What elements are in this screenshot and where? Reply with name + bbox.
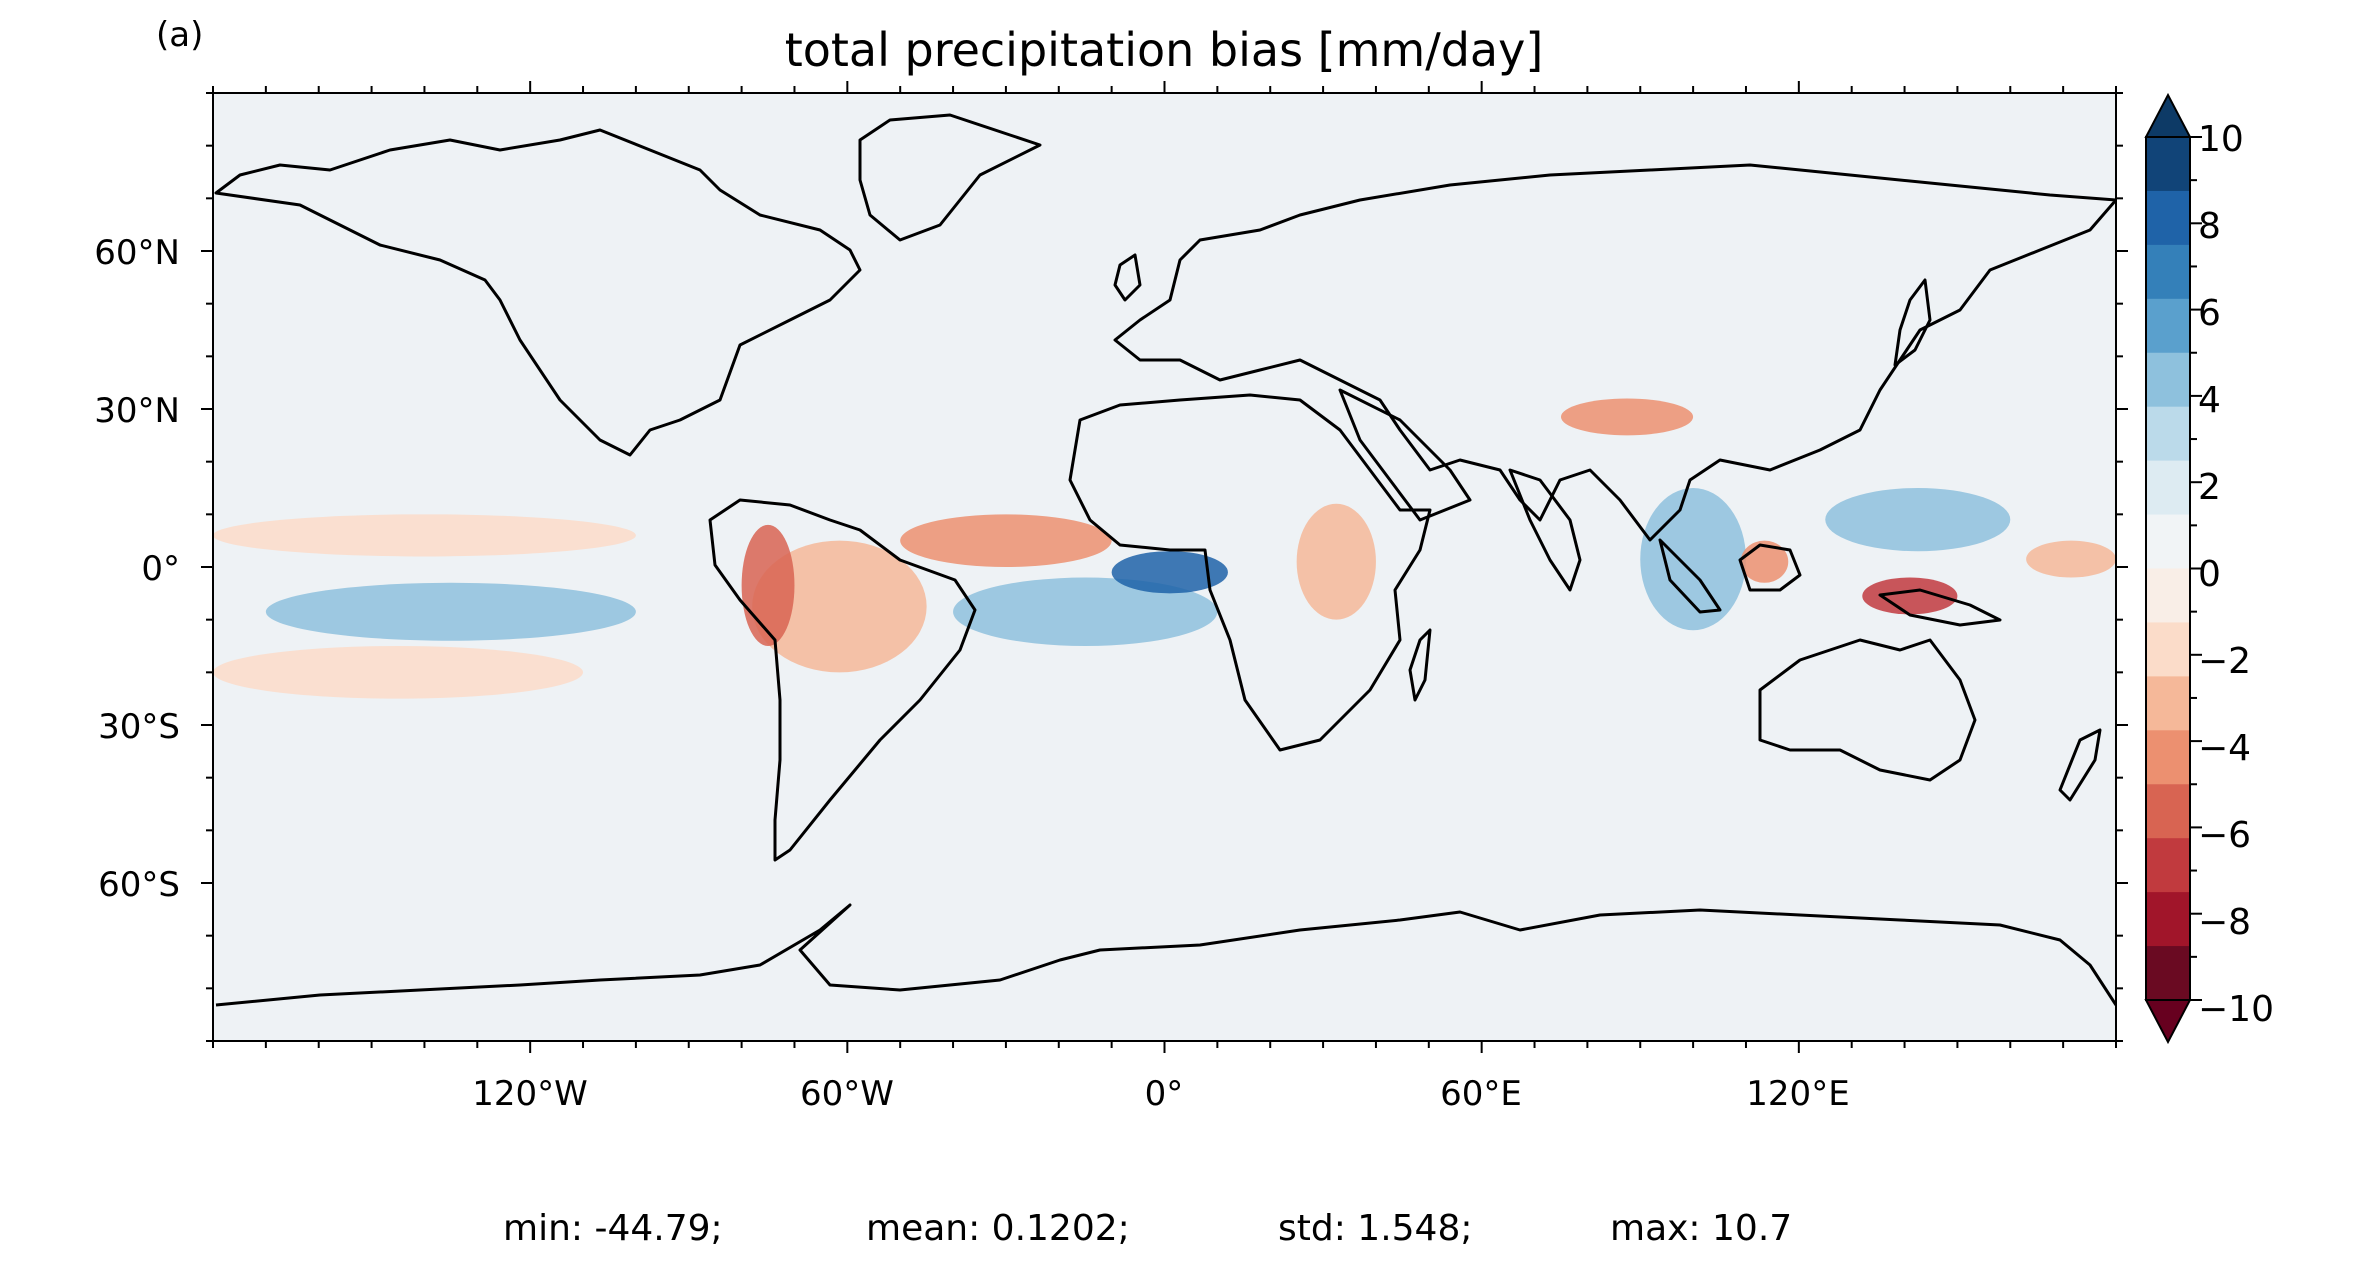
y-tick-label: 30°N bbox=[94, 391, 180, 431]
x-tick-labels: 120°W 60°W 0° 60°E 120°E bbox=[472, 1074, 1849, 1114]
stat-mean: mean: 0.1202; bbox=[866, 1208, 1130, 1249]
coastline-south-america bbox=[708, 498, 977, 862]
y-tick-label: 60°N bbox=[94, 233, 180, 273]
coastline-borneo bbox=[1738, 543, 1802, 592]
colorbar-segment bbox=[2146, 460, 2190, 516]
bias-region bbox=[1825, 487, 2011, 552]
colorbar-tick-label: 8 bbox=[2198, 206, 2221, 247]
bias-region bbox=[953, 577, 1218, 646]
coastline-sumatra bbox=[1658, 538, 1722, 614]
bias-region bbox=[2026, 540, 2116, 578]
map-title: total precipitation bias [mm/day] bbox=[785, 23, 1544, 77]
colorbar-segment bbox=[2146, 190, 2190, 246]
statistics-line: min: -44.79; mean: 0.1202; std: 1.548; m… bbox=[503, 1208, 1792, 1249]
coastlines bbox=[214, 113, 2116, 1007]
bias-region bbox=[1862, 577, 1958, 615]
colorbar bbox=[2144, 92, 2202, 1045]
colorbar-extend-max bbox=[2144, 92, 2192, 138]
colorbar-tick-label: 2 bbox=[2198, 467, 2221, 508]
colorbar-segment bbox=[2146, 352, 2190, 408]
colorbar-extend-min bbox=[2144, 999, 2192, 1045]
coastline-madagascar bbox=[1408, 628, 1432, 702]
colorbar-segment bbox=[2146, 568, 2190, 624]
bias-field bbox=[213, 398, 2116, 699]
stat-max: max: 10.7 bbox=[1610, 1208, 1792, 1249]
colorbar-segment bbox=[2146, 946, 2190, 1001]
bias-region bbox=[1296, 503, 1376, 620]
bias-region bbox=[1640, 487, 1746, 631]
colorbar-segment bbox=[2146, 676, 2190, 731]
bias-region bbox=[213, 646, 584, 699]
bias-region bbox=[900, 514, 1112, 568]
x-tick-label: 60°E bbox=[1440, 1074, 1522, 1114]
colorbar-segment bbox=[2146, 244, 2190, 300]
colorbar-tick-label: −4 bbox=[2198, 728, 2251, 769]
bias-region bbox=[752, 540, 927, 673]
colorbar-segment bbox=[2146, 622, 2190, 677]
colorbar-segment bbox=[2146, 514, 2190, 570]
colorbar-tick-label: 6 bbox=[2198, 293, 2221, 334]
y-tick-label: 60°S bbox=[98, 865, 180, 905]
coastline-british-isles bbox=[1113, 253, 1142, 302]
coastline-antarctica bbox=[215, 903, 2116, 1007]
axis-ticks bbox=[201, 81, 2128, 1053]
panel-label: (a) bbox=[156, 15, 203, 55]
coastline-japan bbox=[1893, 278, 1932, 367]
colorbar-tick-label: −6 bbox=[2198, 815, 2251, 856]
bias-region bbox=[265, 582, 636, 641]
bias-region bbox=[1560, 398, 1694, 436]
coastline-greenland bbox=[858, 113, 1042, 242]
colorbar-segment bbox=[2146, 784, 2190, 839]
x-tick-label: 120°W bbox=[472, 1074, 588, 1114]
colorbar-tick-label: 4 bbox=[2198, 380, 2221, 421]
colorbar-segment bbox=[2146, 406, 2190, 462]
coastline-arabia bbox=[1338, 388, 1472, 522]
x-tick-label: 0° bbox=[1145, 1074, 1184, 1114]
stat-min: min: -44.79; bbox=[503, 1208, 723, 1249]
coastline-north-america bbox=[214, 128, 862, 457]
x-tick-label: 120°E bbox=[1746, 1074, 1849, 1114]
coastline-africa bbox=[1068, 393, 1432, 752]
y-tick-label: 30°S bbox=[98, 707, 180, 747]
colorbar-segment bbox=[2146, 137, 2190, 192]
bias-region bbox=[1111, 551, 1228, 594]
coastline-australia bbox=[1758, 638, 1977, 782]
x-tick-label: 60°W bbox=[800, 1074, 894, 1114]
stat-std: std: 1.548; bbox=[1278, 1208, 1472, 1249]
colorbar-segment bbox=[2146, 298, 2190, 354]
y-tick-labels: 60°N 30°N 0° 30°S 60°S bbox=[94, 233, 180, 905]
coastline-eurasia bbox=[1113, 163, 2116, 542]
colorbar-tick-label: −10 bbox=[2198, 989, 2274, 1030]
colorbar-segment bbox=[2146, 838, 2190, 893]
coastline-india bbox=[1508, 468, 1582, 592]
colorbar-tick-label: −8 bbox=[2198, 902, 2251, 943]
coastline-new-zealand bbox=[2058, 728, 2102, 802]
colorbar-tick-label: 0 bbox=[2198, 554, 2221, 595]
bias-region bbox=[213, 514, 636, 557]
coastline-new-guinea bbox=[1878, 588, 2002, 627]
colorbar-tick-labels: 10 8 6 4 2 0 −2 −4 −6 −8 −10 bbox=[2198, 119, 2274, 1030]
colorbar-tick-label: 10 bbox=[2198, 119, 2244, 160]
y-tick-label: 0° bbox=[141, 549, 180, 589]
colorbar-segment bbox=[2146, 730, 2190, 785]
colorbar-tick-label: −2 bbox=[2198, 641, 2251, 682]
colorbar-segment bbox=[2146, 892, 2190, 947]
bias-region bbox=[741, 524, 795, 646]
